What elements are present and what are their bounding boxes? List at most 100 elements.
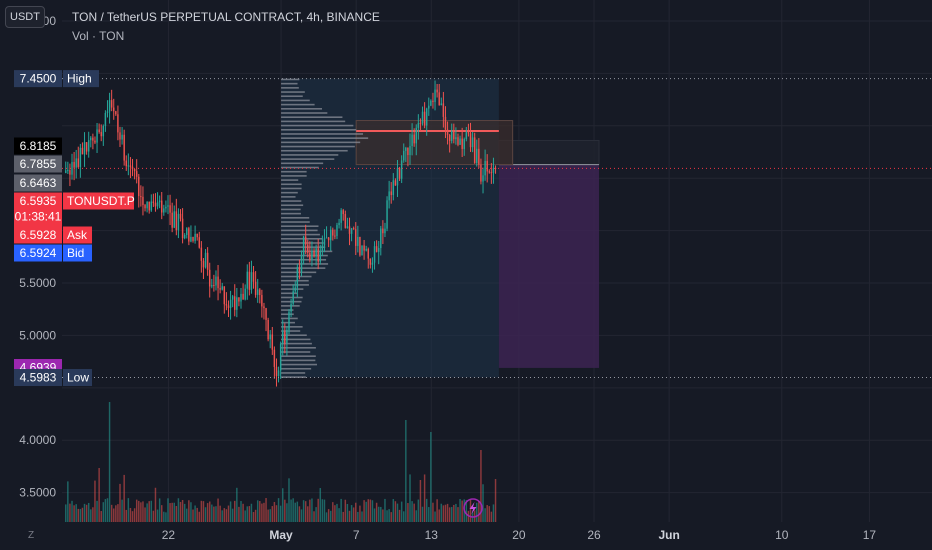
profile-bar: [281, 217, 310, 219]
price-tick-label: 3.5000: [19, 486, 56, 500]
volume-bar: [363, 500, 365, 522]
volume-bar: [250, 503, 253, 522]
price-label-countdown: 01:38:41: [15, 210, 62, 224]
price-label-box: [14, 244, 62, 262]
volume-bar: [181, 499, 184, 522]
profile-bar: [281, 288, 304, 290]
candle-body: [90, 137, 92, 141]
candlestick-series: [65, 80, 497, 387]
volume-bar: [154, 487, 157, 522]
candle-body: [156, 202, 159, 207]
candle-body: [400, 160, 403, 179]
volume-bar: [252, 512, 255, 522]
profile-bar: [281, 154, 339, 156]
time-tick-label: 10: [775, 528, 789, 542]
profile-bar: [281, 183, 302, 186]
price-label-value: 6.5928: [20, 228, 57, 242]
candle-body: [357, 236, 359, 246]
volume-bar: [206, 503, 209, 522]
profile-bar: [281, 87, 299, 89]
candle-body: [238, 297, 240, 302]
zoom-z-label[interactable]: Z: [28, 530, 35, 541]
candle-body: [211, 284, 213, 287]
volume-bar: [455, 503, 457, 522]
volume-bar: [438, 509, 440, 522]
volume-bar: [405, 420, 407, 522]
volume-bar: [392, 499, 395, 522]
candle-body: [438, 92, 440, 106]
volume-bar: [457, 507, 459, 522]
lightning-icon-group: [463, 498, 483, 518]
volume-bar: [254, 509, 257, 522]
candle-body: [367, 248, 370, 259]
candle-body: [119, 132, 121, 140]
profile-bar: [281, 376, 306, 378]
profile-bar: [281, 229, 318, 232]
volume-bar: [332, 502, 334, 522]
candle-body: [302, 236, 305, 256]
volume-bar: [215, 506, 217, 522]
volume-bar: [298, 506, 301, 522]
price-label-tag-box: [63, 244, 92, 262]
volume-bar: [160, 505, 163, 522]
volume-bar: [317, 498, 319, 522]
volume-bar: [367, 499, 370, 522]
candle-body: [102, 125, 105, 137]
volume-bar: [142, 501, 144, 522]
volume-bar: [227, 505, 230, 522]
profile-bar: [281, 191, 298, 194]
profile-bar: [281, 296, 303, 299]
candle-body: [244, 288, 246, 300]
volume-bar: [77, 508, 80, 522]
volume-bar: [102, 502, 105, 522]
volume-bar: [300, 509, 303, 522]
volume-bar: [244, 510, 246, 522]
volume-bar: [490, 511, 493, 522]
candle-body: [79, 147, 82, 167]
candle-body: [478, 148, 480, 165]
candle-body: [380, 228, 382, 249]
candle-body: [409, 146, 411, 156]
profile-bar: [281, 116, 343, 118]
price-label-tag-box: [63, 369, 92, 387]
candle-body: [346, 226, 349, 228]
profile-bar: [281, 355, 316, 357]
currency-button[interactable]: USDT: [5, 6, 45, 28]
volume-bar: [336, 503, 338, 522]
volume-bar: [407, 503, 409, 522]
volume-bar: [442, 505, 445, 522]
volume-bar: [290, 499, 292, 522]
profile-bar: [281, 275, 312, 278]
price-label-value: 6.5935: [20, 194, 57, 208]
lightning-icon[interactable]: [463, 498, 483, 518]
volume-bar: [129, 507, 132, 522]
candle-body: [190, 236, 192, 242]
candle-body: [350, 228, 353, 234]
profile-bar: [281, 124, 354, 127]
candle-body: [92, 137, 94, 141]
volume-bar: [398, 509, 401, 522]
volume-bar: [465, 500, 468, 522]
volume-bar: [315, 507, 317, 522]
candle-body: [256, 289, 259, 295]
candle-body: [323, 238, 326, 246]
volume-bar: [355, 502, 357, 522]
candle-body: [163, 208, 165, 213]
candle-body: [392, 180, 395, 196]
volume-indicator-label[interactable]: Vol · TON: [72, 29, 125, 43]
volume-bar: [211, 504, 213, 522]
time-tick-label: Jun: [658, 528, 679, 542]
volume-bar: [432, 502, 434, 522]
candle-body: [294, 287, 296, 292]
candle-body: [183, 235, 186, 239]
volume-bar: [138, 500, 140, 522]
candle-body: [110, 100, 113, 108]
profile-bar: [281, 367, 312, 370]
volume-bar: [179, 501, 182, 522]
candle-body: [65, 170, 67, 173]
volume-bar: [242, 503, 244, 522]
price-label-tag-box: [63, 70, 99, 88]
volume-bar: [234, 500, 236, 522]
volume-bar: [125, 509, 127, 522]
